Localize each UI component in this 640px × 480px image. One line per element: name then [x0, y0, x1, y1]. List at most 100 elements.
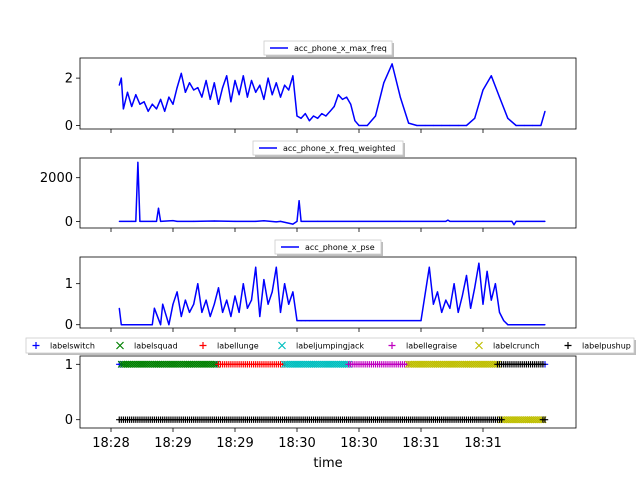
x-tick-label: 18:30	[278, 436, 315, 451]
data-point	[304, 320, 306, 322]
legend-label-labelswitch: labelswitch	[50, 342, 95, 351]
data-point	[457, 124, 459, 127]
data-point	[416, 124, 418, 127]
y-tick-label: 1	[65, 277, 73, 292]
data-point	[317, 117, 319, 119]
data-point	[168, 324, 170, 326]
data-point	[135, 94, 137, 96]
data-point	[296, 220, 298, 222]
data-point	[155, 220, 158, 222]
legend-label-labelsquad: labelsquad	[134, 342, 178, 351]
data-point	[447, 219, 449, 221]
data-point	[184, 91, 186, 93]
data-point	[164, 110, 166, 112]
data-point	[176, 87, 178, 89]
data-point	[436, 291, 439, 293]
data-point	[474, 117, 476, 119]
y-tick-label: 0	[65, 318, 73, 333]
x-tick-label: 18:30	[340, 436, 377, 451]
data-point	[317, 220, 319, 222]
data-point	[482, 303, 484, 305]
data-point	[279, 220, 282, 222]
data-point	[213, 82, 215, 84]
data-point	[296, 115, 298, 117]
x-tick-label: 18:29	[216, 436, 253, 451]
data-point	[292, 223, 294, 225]
data-point	[298, 200, 300, 202]
plot-area	[80, 58, 576, 129]
x-tick-label: 18:31	[464, 436, 501, 451]
data-point	[449, 307, 451, 309]
data-point	[259, 84, 261, 86]
data-point	[486, 270, 488, 272]
data-point	[498, 311, 501, 313]
data-point	[234, 295, 236, 297]
data-point	[511, 220, 513, 222]
data-point	[126, 91, 129, 93]
data-point	[424, 124, 426, 127]
y-tick-label: 0	[65, 119, 73, 134]
data-point	[470, 307, 472, 309]
data-point	[358, 124, 360, 127]
legend-label-labelpushup: labelpushup	[582, 342, 631, 351]
data-point	[337, 94, 339, 96]
data-point	[358, 220, 360, 222]
data-point	[507, 324, 509, 326]
data-point	[432, 124, 434, 127]
data-point	[267, 77, 269, 79]
data-point	[358, 320, 360, 322]
legend: acc_phone_x_freq_weighted	[252, 140, 405, 157]
data-point	[441, 311, 443, 313]
data-point	[465, 124, 468, 127]
data-point	[544, 110, 546, 112]
data-point	[304, 113, 306, 115]
subplot-1: 0 2 acc_phone_x_max_freq	[65, 40, 577, 134]
data-point	[482, 89, 484, 91]
y-tick-label: 0	[65, 413, 73, 428]
y-tick-label: 1	[65, 358, 73, 373]
data-point	[197, 87, 199, 89]
data-point	[461, 295, 463, 297]
data-point	[255, 91, 257, 93]
data-point	[242, 283, 244, 285]
data-point	[238, 94, 240, 96]
data-point	[176, 220, 178, 222]
axes-frame	[79, 355, 577, 429]
data-point	[155, 108, 158, 110]
legend-box	[252, 140, 404, 156]
data-point	[544, 324, 546, 326]
data-point	[288, 89, 290, 91]
y-tick-label: 0	[65, 215, 73, 230]
data-point	[333, 105, 335, 108]
data-point	[160, 324, 162, 326]
axes-frame	[79, 256, 577, 329]
x-tick-label: 18:31	[402, 436, 439, 451]
legend-marker-labelswitch	[32, 342, 40, 349]
x-axis-label: time	[313, 456, 342, 471]
data-point	[217, 287, 220, 289]
legend-marker-labellegraise	[388, 342, 396, 349]
data-point	[157, 207, 160, 209]
data-point	[271, 94, 273, 96]
data-point	[490, 299, 492, 301]
data-point	[259, 315, 261, 318]
data-point	[284, 283, 286, 285]
data-point	[275, 266, 277, 268]
data-point	[507, 117, 509, 119]
plot-content	[118, 63, 546, 127]
data-point	[474, 287, 476, 289]
data-point	[312, 115, 315, 117]
subplot-3: 0 1 acc_phone_x_pse	[65, 239, 577, 333]
legend-label: acc_phone_x_max_freq	[294, 44, 387, 53]
data-point	[209, 98, 211, 100]
data-point	[172, 220, 174, 222]
data-point	[263, 220, 265, 222]
legend-label: acc_phone_x_freq_weighted	[283, 144, 395, 153]
x-tick-label: 18:29	[154, 436, 191, 451]
data-point	[279, 311, 282, 313]
marker-labelpushup	[541, 416, 549, 423]
data-point	[391, 63, 393, 65]
data-point	[226, 75, 228, 77]
data-point	[284, 84, 286, 86]
